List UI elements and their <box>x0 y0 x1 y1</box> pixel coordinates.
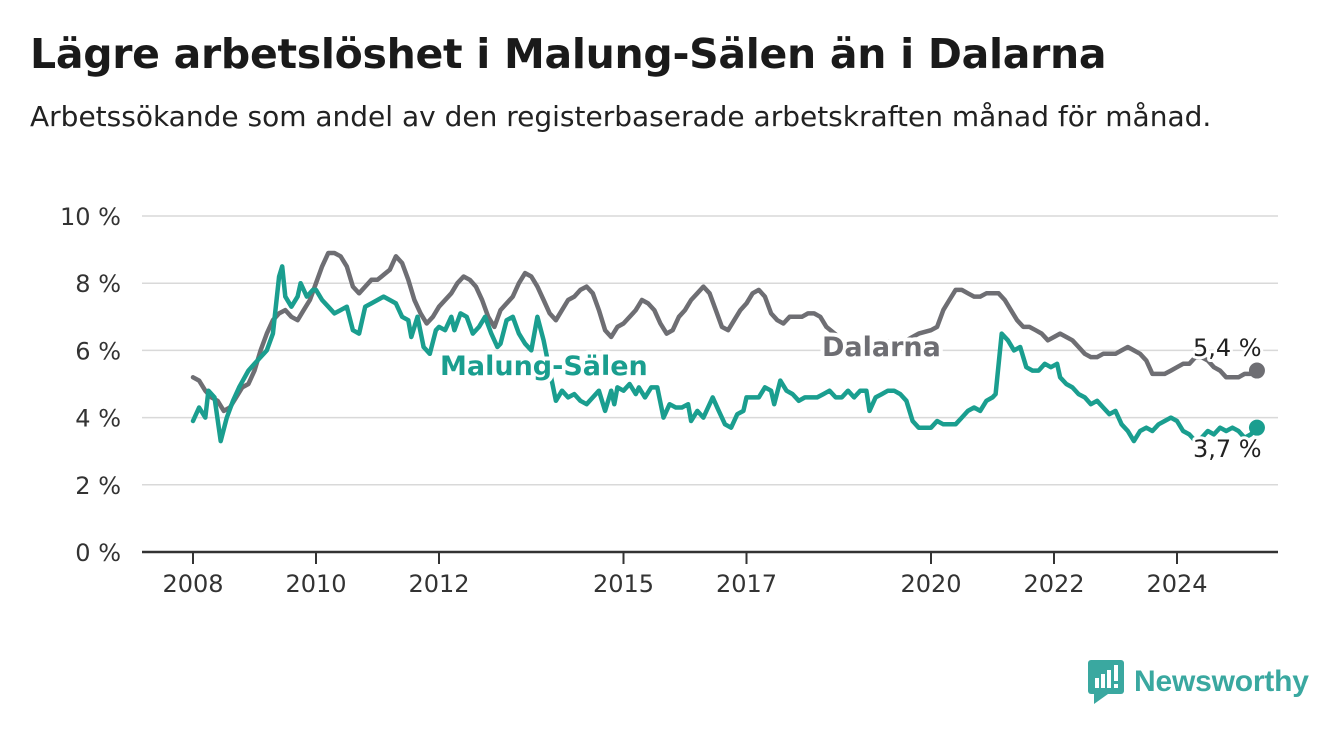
x-tick-label: 2012 <box>408 570 469 598</box>
x-tick-label: 2010 <box>285 570 346 598</box>
newsworthy-icon <box>1088 660 1124 704</box>
series-end-marker <box>1248 362 1265 379</box>
y-tick-label: 10 % <box>60 203 121 231</box>
newsworthy-logo: Newsworthy <box>1088 660 1309 704</box>
y-tick-label: 2 % <box>75 472 121 500</box>
x-tick-label: 2008 <box>162 570 223 598</box>
brand-name: Newsworthy <box>1134 665 1309 698</box>
y-axis: 0 % 2 % 4 % 6 % 8 % 10 % <box>60 203 121 567</box>
x-tick-label: 2017 <box>716 570 777 598</box>
malung-salen-label: Malung-Sälen <box>440 351 648 382</box>
y-tick-label: 0 % <box>75 539 121 567</box>
x-tick-label: 2024 <box>1146 570 1207 598</box>
series-line-malung-salen <box>190 264 1260 444</box>
malung-salen-end-value: 3,7 % <box>1193 435 1262 463</box>
series-line-dalarna <box>190 250 1260 414</box>
chart-subtitle: Arbetssökande som andel av den registerb… <box>30 100 1212 133</box>
x-axis: 2008 2010 2012 2015 2017 2020 2022 2024 <box>142 550 1278 598</box>
dalarna-end-value: 5,4 % <box>1193 334 1262 362</box>
dalarna-label: Dalarna <box>822 332 941 363</box>
series-end-marker <box>1248 419 1265 436</box>
series-labels: Dalarna Malung-Sälen 5,4 % 3,7 % <box>436 328 1265 466</box>
x-tick-label: 2015 <box>593 570 654 598</box>
series-lines <box>190 250 1265 444</box>
y-tick-label: 4 % <box>75 405 121 433</box>
gridlines <box>142 215 1278 486</box>
x-tick-label: 2022 <box>1023 570 1084 598</box>
y-tick-label: 8 % <box>75 270 121 298</box>
x-tick-label: 2020 <box>900 570 961 598</box>
chart-title: Lägre arbetslöshet i Malung-Sälen än i D… <box>30 30 1107 78</box>
y-tick-label: 6 % <box>75 337 121 365</box>
